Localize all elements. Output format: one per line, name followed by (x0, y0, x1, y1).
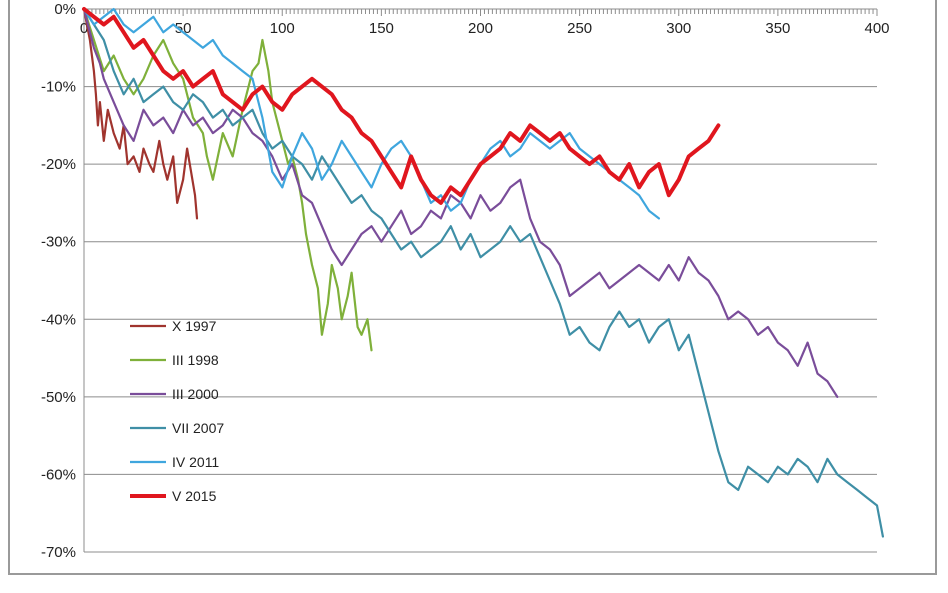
x-tick-label: 100 (270, 20, 295, 37)
x-tick-label: 200 (468, 20, 493, 37)
y-axis-tick-labels: 0% -10% -20% -30% -40% -50% -60% -70% (41, 1, 76, 561)
series-line-iv-2011 (82, 7, 661, 220)
series-line-iii-1998 (82, 7, 373, 352)
legend-label: IV 2011 (172, 454, 219, 470)
x-tick-label: 250 (567, 20, 592, 37)
x-tick-label: 350 (765, 20, 790, 37)
y-tick-label: 0% (54, 1, 76, 18)
y-tick-label: -40% (41, 311, 76, 328)
x-tick-label: 50 (175, 20, 192, 37)
series-line-x-1997 (82, 7, 199, 220)
x-tick-label: 300 (666, 20, 691, 37)
y-tick-label: -50% (41, 389, 76, 406)
x-axis-tick-labels: 0 50 100 150 200 250 300 350 400 (80, 20, 890, 37)
legend-label: X 1997 (172, 318, 217, 334)
y-tick-label: -30% (41, 234, 76, 251)
gridlines (84, 8, 877, 553)
series-lines (82, 7, 885, 538)
legend: X 1997 III 1998 III 2000 VII 2007 IV 2011 V 2… (130, 318, 224, 504)
series-line-v-2015 (82, 7, 721, 205)
series-line-iii-2000 (82, 7, 839, 398)
legend-label: VII 2007 (172, 420, 224, 436)
x-tick-label: 0 (80, 20, 88, 37)
legend-label: V 2015 (172, 488, 217, 504)
y-tick-label: -20% (41, 156, 76, 173)
x-tick-label: 150 (369, 20, 394, 37)
chart-frame: 0% -10% -20% -30% -40% -50% -60% -70% 0 50 100 150… (8, 0, 937, 575)
y-tick-label: -70% (41, 544, 76, 561)
x-tick-label: 400 (864, 20, 889, 37)
y-tick-label: -60% (41, 466, 76, 483)
y-tick-label: -10% (41, 79, 76, 96)
axes (83, 8, 878, 552)
legend-label: III 2000 (172, 386, 219, 402)
legend-label: III 1998 (172, 352, 219, 368)
series-line-vii-2007 (82, 7, 885, 538)
line-chart: 0% -10% -20% -30% -40% -50% -60% -70% 0 50 100 150… (41, 1, 890, 561)
